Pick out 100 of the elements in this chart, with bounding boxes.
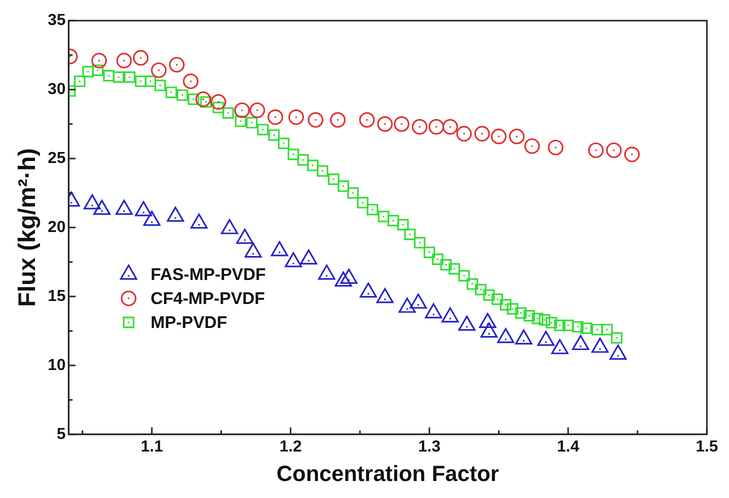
- point: [288, 148, 300, 160]
- x-tick-label: 1.2: [279, 438, 302, 456]
- point: [588, 142, 604, 158]
- point: [500, 298, 512, 310]
- x-tick-label: 1.5: [696, 438, 718, 456]
- point: [278, 138, 290, 150]
- point: [601, 324, 613, 336]
- y-tick-label: 35: [48, 12, 66, 30]
- point: [490, 128, 507, 144]
- point: [135, 76, 146, 88]
- point: [424, 246, 436, 258]
- y-axis-title: Flux (kg/m²·h): [14, 148, 42, 307]
- point: [307, 160, 319, 172]
- point: [338, 180, 350, 192]
- y-tick-label: 30: [48, 80, 66, 98]
- point: [150, 62, 167, 78]
- point: [188, 93, 200, 105]
- point: [82, 66, 94, 78]
- point: [357, 196, 369, 208]
- point: [562, 320, 574, 332]
- y-tick-label: 5: [56, 426, 66, 443]
- point: [330, 112, 346, 128]
- point: [483, 289, 495, 301]
- point: [154, 80, 166, 92]
- point: [124, 71, 136, 83]
- point: [91, 52, 107, 68]
- point: [74, 76, 86, 88]
- point: [394, 116, 410, 132]
- x-tick-label: 1.4: [556, 438, 580, 456]
- point: [328, 173, 340, 185]
- point: [366, 204, 378, 216]
- point: [234, 102, 250, 118]
- point: [388, 214, 400, 226]
- point: [474, 126, 490, 142]
- point: [268, 129, 280, 141]
- point: [116, 52, 132, 68]
- point: [359, 112, 375, 128]
- point: [347, 187, 359, 199]
- point: [624, 146, 640, 162]
- point: [397, 218, 409, 230]
- point: [176, 89, 188, 101]
- legend-label: MP-PVDF: [150, 313, 228, 332]
- point: [492, 293, 504, 305]
- point: [428, 119, 444, 135]
- point: [377, 116, 393, 132]
- point: [182, 73, 199, 90]
- point: [440, 258, 452, 270]
- point: [515, 307, 527, 319]
- point: [456, 126, 472, 142]
- point: [404, 228, 416, 240]
- point: [442, 119, 458, 135]
- point: [474, 284, 486, 296]
- point: [506, 303, 518, 315]
- point: [246, 116, 258, 128]
- point: [166, 86, 178, 98]
- point: [222, 107, 234, 119]
- legend-label: FAS-MP-PVDF: [150, 265, 266, 284]
- point: [308, 112, 324, 128]
- point: [268, 109, 284, 125]
- point: [538, 314, 550, 326]
- point: [548, 140, 564, 156]
- point: [524, 138, 540, 154]
- y-tick-label: 10: [48, 356, 66, 374]
- point: [195, 91, 211, 108]
- point: [297, 154, 309, 166]
- point: [524, 310, 536, 322]
- x-axis-title: Concentration Factor: [276, 460, 500, 486]
- point: [316, 165, 328, 177]
- point: [508, 128, 525, 144]
- point: [103, 70, 115, 82]
- point: [572, 321, 584, 333]
- point: [606, 142, 622, 158]
- point: [414, 236, 426, 248]
- point: [92, 64, 104, 76]
- point: [412, 119, 428, 135]
- point: [234, 116, 246, 128]
- y-tick-label: 20: [48, 218, 66, 236]
- point: [432, 253, 444, 265]
- point: [448, 263, 460, 275]
- legend-label: CF4-MP-PVDF: [150, 289, 265, 308]
- point: [458, 270, 470, 282]
- point: [132, 50, 149, 66]
- point: [288, 109, 304, 125]
- y-tick-label: 15: [48, 288, 66, 305]
- x-tick-label: 1.1: [140, 438, 164, 456]
- point: [250, 102, 266, 118]
- point: [610, 332, 622, 344]
- point: [532, 312, 544, 324]
- y-tick-label: 25: [48, 150, 66, 167]
- point: [554, 320, 566, 332]
- point: [592, 324, 604, 336]
- x-tick-label: 1.3: [418, 438, 441, 456]
- point: [257, 124, 269, 136]
- point: [112, 71, 124, 83]
- point: [210, 94, 226, 110]
- point: [466, 278, 478, 290]
- point: [378, 210, 390, 222]
- point: [580, 322, 592, 334]
- point: [546, 316, 558, 328]
- point: [169, 56, 185, 73]
